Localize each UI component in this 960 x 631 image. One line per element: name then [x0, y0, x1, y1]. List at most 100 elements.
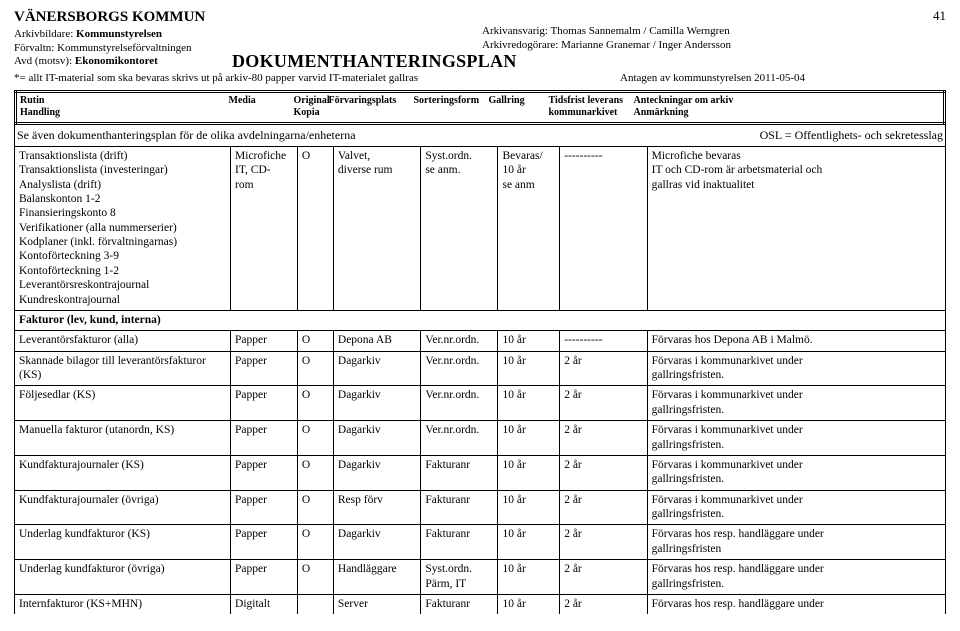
block1-tids: ----------	[560, 147, 647, 311]
cell-rutin: Manuella fakturor (utanordn, KS)	[15, 421, 231, 456]
table-row: Följesedlar (KS)PapperODagarkivVer.nr.or…	[15, 386, 946, 421]
cell-ant: Förvaras i kommunarkivet under gallrings…	[647, 490, 945, 525]
block1-row: Transaktionslista (drift) Transaktionsli…	[15, 147, 946, 311]
arkivredogorare-line: Arkivredogörare: Marianne Granemar / Ing…	[482, 39, 898, 53]
cell-tids: 2 år	[560, 560, 647, 595]
cell-gall: 10 år	[498, 594, 560, 614]
table-row: Kundfakturajournaler (KS)PapperODagarkiv…	[15, 455, 946, 490]
cell-ant: Förvaras i kommunarkivet under gallrings…	[647, 421, 945, 456]
col-hdr-anteckningar-top: Anteckningar om arkiv	[634, 95, 941, 108]
antagen-text: Antagen av kommunstyrelsen 2011-05-04	[620, 72, 805, 86]
cell-orig	[297, 594, 333, 614]
cell-media: Papper	[231, 351, 298, 386]
col-hdr-rutin-top: Rutin	[20, 95, 223, 108]
table-row: Kundfakturajournaler (övriga)PapperOResp…	[15, 490, 946, 525]
cell-forv: Dagarkiv	[333, 421, 420, 456]
cell-orig: O	[297, 351, 333, 386]
cell-tids: 2 år	[560, 490, 647, 525]
cell-tids: 2 år	[560, 351, 647, 386]
cell-media: Papper	[231, 525, 298, 560]
cell-orig: O	[297, 331, 333, 351]
cell-rutin: Underlag kundfakturor (KS)	[15, 525, 231, 560]
cell-forv: Depona AB	[333, 331, 420, 351]
col-hdr-original-top: Original	[294, 95, 323, 108]
arkivansvarig-value: Thomas Sannemalm / Camilla Werngren	[551, 25, 730, 37]
cell-rutin: Internfakturor (KS+MHN)	[15, 594, 231, 614]
col-hdr-rutin: Rutin Handling	[16, 91, 226, 123]
cell-sort: Ver.nr.ordn.	[421, 331, 498, 351]
col-hdr-tidsfrist-top: Tidsfrist leverans	[549, 95, 628, 108]
table-row: Leverantörsfakturor (alla)PapperODepona …	[15, 331, 946, 351]
cell-ant: Förvaras hos resp. handläggare under	[647, 594, 945, 614]
col-hdr-media-top: Media	[229, 95, 256, 106]
forvaltn-label: Förvaltn:	[14, 42, 54, 54]
subheader-right: OSL = Offentlighets- och sekretesslag	[760, 128, 943, 143]
cell-sort: Fakturanr	[421, 525, 498, 560]
cell-media: Papper	[231, 455, 298, 490]
section-header-row: Fakturor (lev, kund, interna)	[15, 310, 946, 330]
cell-orig: O	[297, 386, 333, 421]
table-row: Internfakturor (KS+MHN)Digitalt ServerFak…	[15, 594, 946, 614]
col-hdr-rutin-sub: Handling	[20, 107, 223, 120]
cell-gall: 10 år	[498, 525, 560, 560]
cell-gall: 10 år	[498, 455, 560, 490]
arkivansvarig-label: Arkivansvarig:	[482, 25, 548, 37]
cell-tids: 2 år	[560, 421, 647, 456]
col-hdr-gallring-top: Gallring	[489, 95, 525, 106]
block1-ant: Microfiche bevaras IT och CD-rom är arbe…	[647, 147, 945, 311]
section-title: Fakturor (lev, kund, interna)	[15, 310, 946, 330]
cell-media: Digitalt	[231, 594, 298, 614]
cell-sort: Ver.nr.ordn.	[421, 351, 498, 386]
cell-forv: Resp förv	[333, 490, 420, 525]
cell-forv: Handläggare	[333, 560, 420, 595]
cell-gall: 10 år	[498, 560, 560, 595]
cell-sort: Syst.ordn. Pärm, IT	[421, 560, 498, 595]
block1-orig: O	[297, 147, 333, 311]
cell-ant: Förvaras i kommunarkivet under gallrings…	[647, 386, 945, 421]
header-footnote: *= allt IT-material som ska bevaras skri…	[14, 72, 460, 86]
col-hdr-tidsfrist: Tidsfrist leverans kommunarkivet	[546, 91, 631, 123]
cell-forv: Dagarkiv	[333, 351, 420, 386]
col-hdr-original: Original Kopia	[291, 91, 326, 123]
cell-gall: 10 år	[498, 490, 560, 525]
block1-gall: Bevaras/ 10 år se anm	[498, 147, 560, 311]
col-hdr-media: Media	[226, 91, 291, 123]
arkivansvarig-line: Arkivansvarig: Thomas Sannemalm / Camill…	[482, 25, 898, 39]
cell-rutin: Underlag kundfakturor (övriga)	[15, 560, 231, 595]
table-row: Manuella fakturor (utanordn, KS)PapperOD…	[15, 421, 946, 456]
cell-orig: O	[297, 525, 333, 560]
header-footnote-row: *= allt IT-material som ska bevaras skri…	[14, 72, 946, 86]
cell-rutin: Skannade bilagor till leverantörsfakturo…	[15, 351, 231, 386]
cell-gall: 10 år	[498, 421, 560, 456]
col-hdr-tidsfrist-sub: kommunarkivet	[549, 107, 628, 120]
cell-sort: Fakturanr	[421, 594, 498, 614]
col-hdr-sorteringsform-top: Sorteringsform	[414, 95, 480, 106]
table-row: Skannade bilagor till leverantörsfakturo…	[15, 351, 946, 386]
cell-media: Papper	[231, 490, 298, 525]
cell-tids: 2 år	[560, 594, 647, 614]
arkivredogorare-label: Arkivredogörare:	[482, 39, 558, 51]
cell-tids: ----------	[560, 331, 647, 351]
cell-media: Papper	[231, 331, 298, 351]
col-hdr-forvaringsplats-top: Förvaringsplats	[329, 95, 397, 106]
col-hdr-anteckningar: Anteckningar om arkiv Anmärkning	[631, 91, 945, 123]
block1-rutin: Transaktionslista (drift) Transaktionsli…	[15, 147, 231, 311]
cell-sort: Fakturanr	[421, 455, 498, 490]
organization-name: VÄNERSBORGS KOMMUN	[14, 8, 474, 27]
cell-gall: 10 år	[498, 351, 560, 386]
cell-ant: Förvaras hos resp. handläggare under gal…	[647, 525, 945, 560]
cell-orig: O	[297, 421, 333, 456]
cell-ant: Förvaras i kommunarkivet under gallrings…	[647, 455, 945, 490]
subheader-row: Se även dokumenthanteringsplan för de ol…	[14, 125, 946, 147]
letterhead: VÄNERSBORGS KOMMUN Arkivbildare: Kommuns…	[14, 8, 946, 69]
arkivredogorare-value: Marianne Granemar / Inger Andersson	[561, 39, 731, 51]
col-hdr-original-sub: Kopia	[294, 107, 323, 120]
cell-tids: 2 år	[560, 455, 647, 490]
col-hdr-forvaringsplats: Förvaringsplats	[326, 91, 411, 123]
col-hdr-anteckningar-sub: Anmärkning	[634, 107, 941, 120]
cell-ant: Förvaras hos resp. handläggare under gal…	[647, 560, 945, 595]
cell-forv: Server	[333, 594, 420, 614]
document-page: VÄNERSBORGS KOMMUN Arkivbildare: Kommuns…	[0, 0, 960, 631]
arkivbildare-line: Arkivbildare: Kommunstyrelsen	[14, 28, 474, 42]
page-number: 41	[906, 8, 946, 69]
